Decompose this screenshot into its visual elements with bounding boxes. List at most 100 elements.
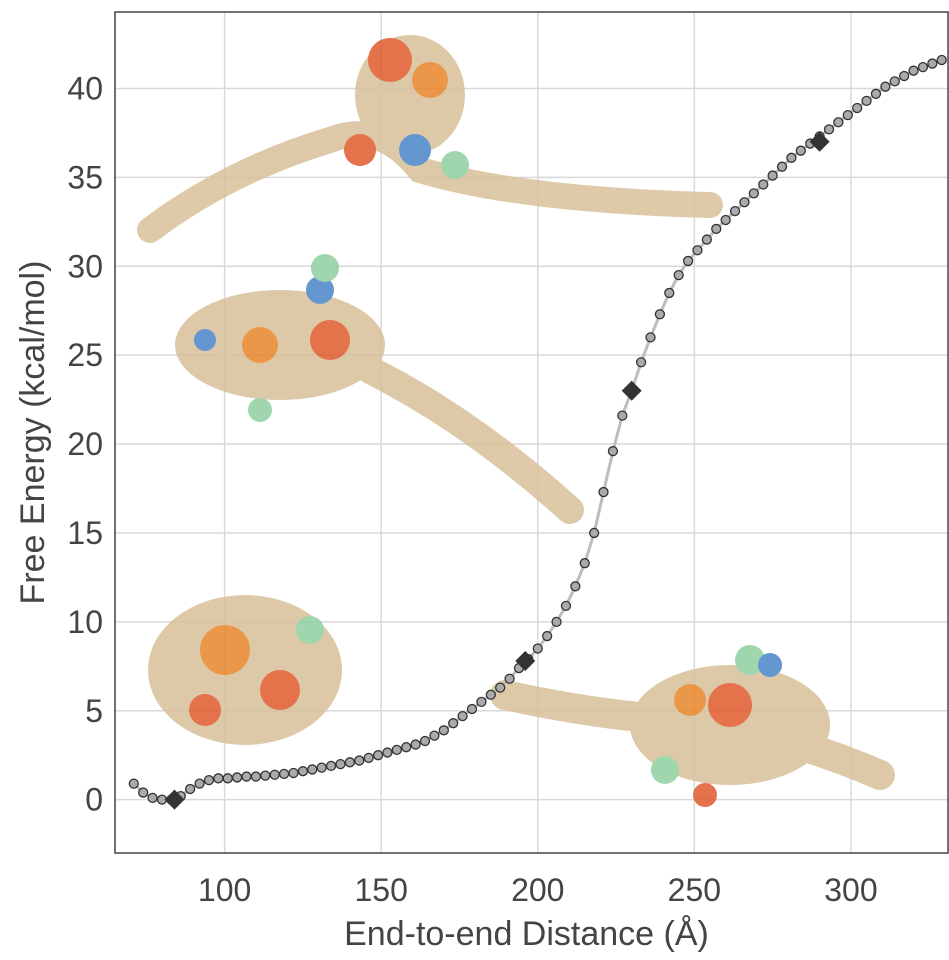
data-point: [335, 758, 346, 770]
data-point: [917, 61, 929, 73]
data-point: [908, 65, 919, 76]
data-point: [382, 747, 393, 758]
data-point: [739, 197, 750, 208]
data-point: [457, 710, 468, 722]
data-point: [260, 770, 271, 781]
y-tick-label: 30: [67, 248, 103, 284]
data-point: [194, 778, 205, 789]
data-point: [607, 446, 619, 457]
data-point: [889, 76, 900, 87]
data-point: [325, 760, 337, 772]
data-point: [476, 696, 487, 708]
data-point: [560, 600, 572, 612]
snapshot-marker: [515, 650, 536, 671]
x-tick-label: 200: [511, 872, 564, 908]
data-point: [278, 768, 290, 780]
data-point: [673, 269, 684, 281]
y-tick-label: 10: [67, 604, 103, 640]
data-point: [128, 778, 139, 789]
y-tick-label: 5: [85, 693, 103, 729]
data-point: [419, 735, 431, 747]
data-point: [241, 771, 252, 782]
data-point: [532, 643, 543, 654]
data-point: [833, 117, 844, 128]
data-point: [297, 766, 309, 777]
y-tick-label: 35: [67, 159, 103, 195]
data-point: [861, 95, 872, 107]
data-point: [795, 145, 806, 156]
data-point: [786, 152, 797, 163]
snapshot-marker: [621, 380, 642, 401]
data-point: [701, 234, 713, 245]
y-tick-label: 0: [85, 782, 103, 818]
data-point: [692, 245, 703, 256]
y-tick-label: 25: [67, 337, 103, 373]
data-point: [448, 718, 459, 729]
data-point: [598, 486, 609, 498]
data-point: [570, 581, 581, 592]
x-tick-label: 300: [824, 872, 877, 908]
data-point: [269, 769, 280, 780]
data-point: [720, 214, 731, 226]
data-point: [316, 762, 327, 773]
data-point: [372, 750, 384, 761]
data-point: [363, 752, 374, 764]
data-point: [354, 755, 365, 766]
x-tick-label: 100: [198, 872, 251, 908]
data-point: [466, 703, 478, 715]
data-point: [213, 773, 224, 784]
data-point: [485, 689, 496, 700]
plot-frame: [114, 11, 949, 854]
data-point: [635, 357, 647, 368]
data-point: [880, 81, 891, 92]
data-point: [899, 70, 910, 82]
data-point: [842, 109, 853, 121]
x-axis-label: End-to-end Distance (Å): [344, 915, 709, 953]
data-point: [551, 616, 562, 628]
data-point: [344, 757, 356, 768]
data-point: [729, 205, 741, 217]
data-point: [645, 332, 656, 343]
data-point: [654, 309, 666, 320]
data-point: [823, 124, 835, 135]
data-point: [147, 792, 158, 804]
data-point: [936, 54, 947, 66]
data-point: [222, 773, 233, 784]
data-point: [664, 287, 675, 299]
data-point: [429, 730, 440, 741]
snapshot-marker: [809, 131, 830, 152]
data-point: [438, 725, 449, 736]
data-point: [927, 58, 938, 69]
data-point: [711, 223, 722, 235]
data-point: [852, 102, 863, 114]
data-point: [588, 527, 600, 539]
data-point: [617, 410, 628, 421]
data-point: [870, 88, 882, 99]
data-point: [138, 787, 149, 798]
data-point: [542, 630, 553, 642]
y-tick-label: 15: [67, 515, 103, 551]
data-point: [495, 682, 506, 693]
data-point: [307, 764, 318, 775]
data-point: [504, 673, 515, 684]
y-tick-label: 20: [67, 426, 103, 462]
data-point: [682, 255, 694, 267]
data-point: [776, 161, 788, 172]
data-point: [401, 742, 412, 753]
y-axis-label: Free Energy (kcal/mol): [14, 261, 52, 605]
data-point: [748, 188, 759, 199]
data-point: [203, 774, 215, 786]
data-point: [579, 558, 590, 569]
data-point: [288, 767, 299, 779]
x-tick-label: 150: [354, 872, 407, 908]
y-tick-label: 40: [67, 70, 103, 106]
data-point: [391, 744, 402, 756]
data-point: [767, 170, 778, 181]
data-point: [185, 783, 196, 795]
data-point: [250, 771, 262, 782]
data-point: [410, 739, 421, 750]
molecule-illustrations: [137, 35, 895, 807]
data-point: [231, 772, 243, 783]
data-point: [758, 179, 769, 190]
